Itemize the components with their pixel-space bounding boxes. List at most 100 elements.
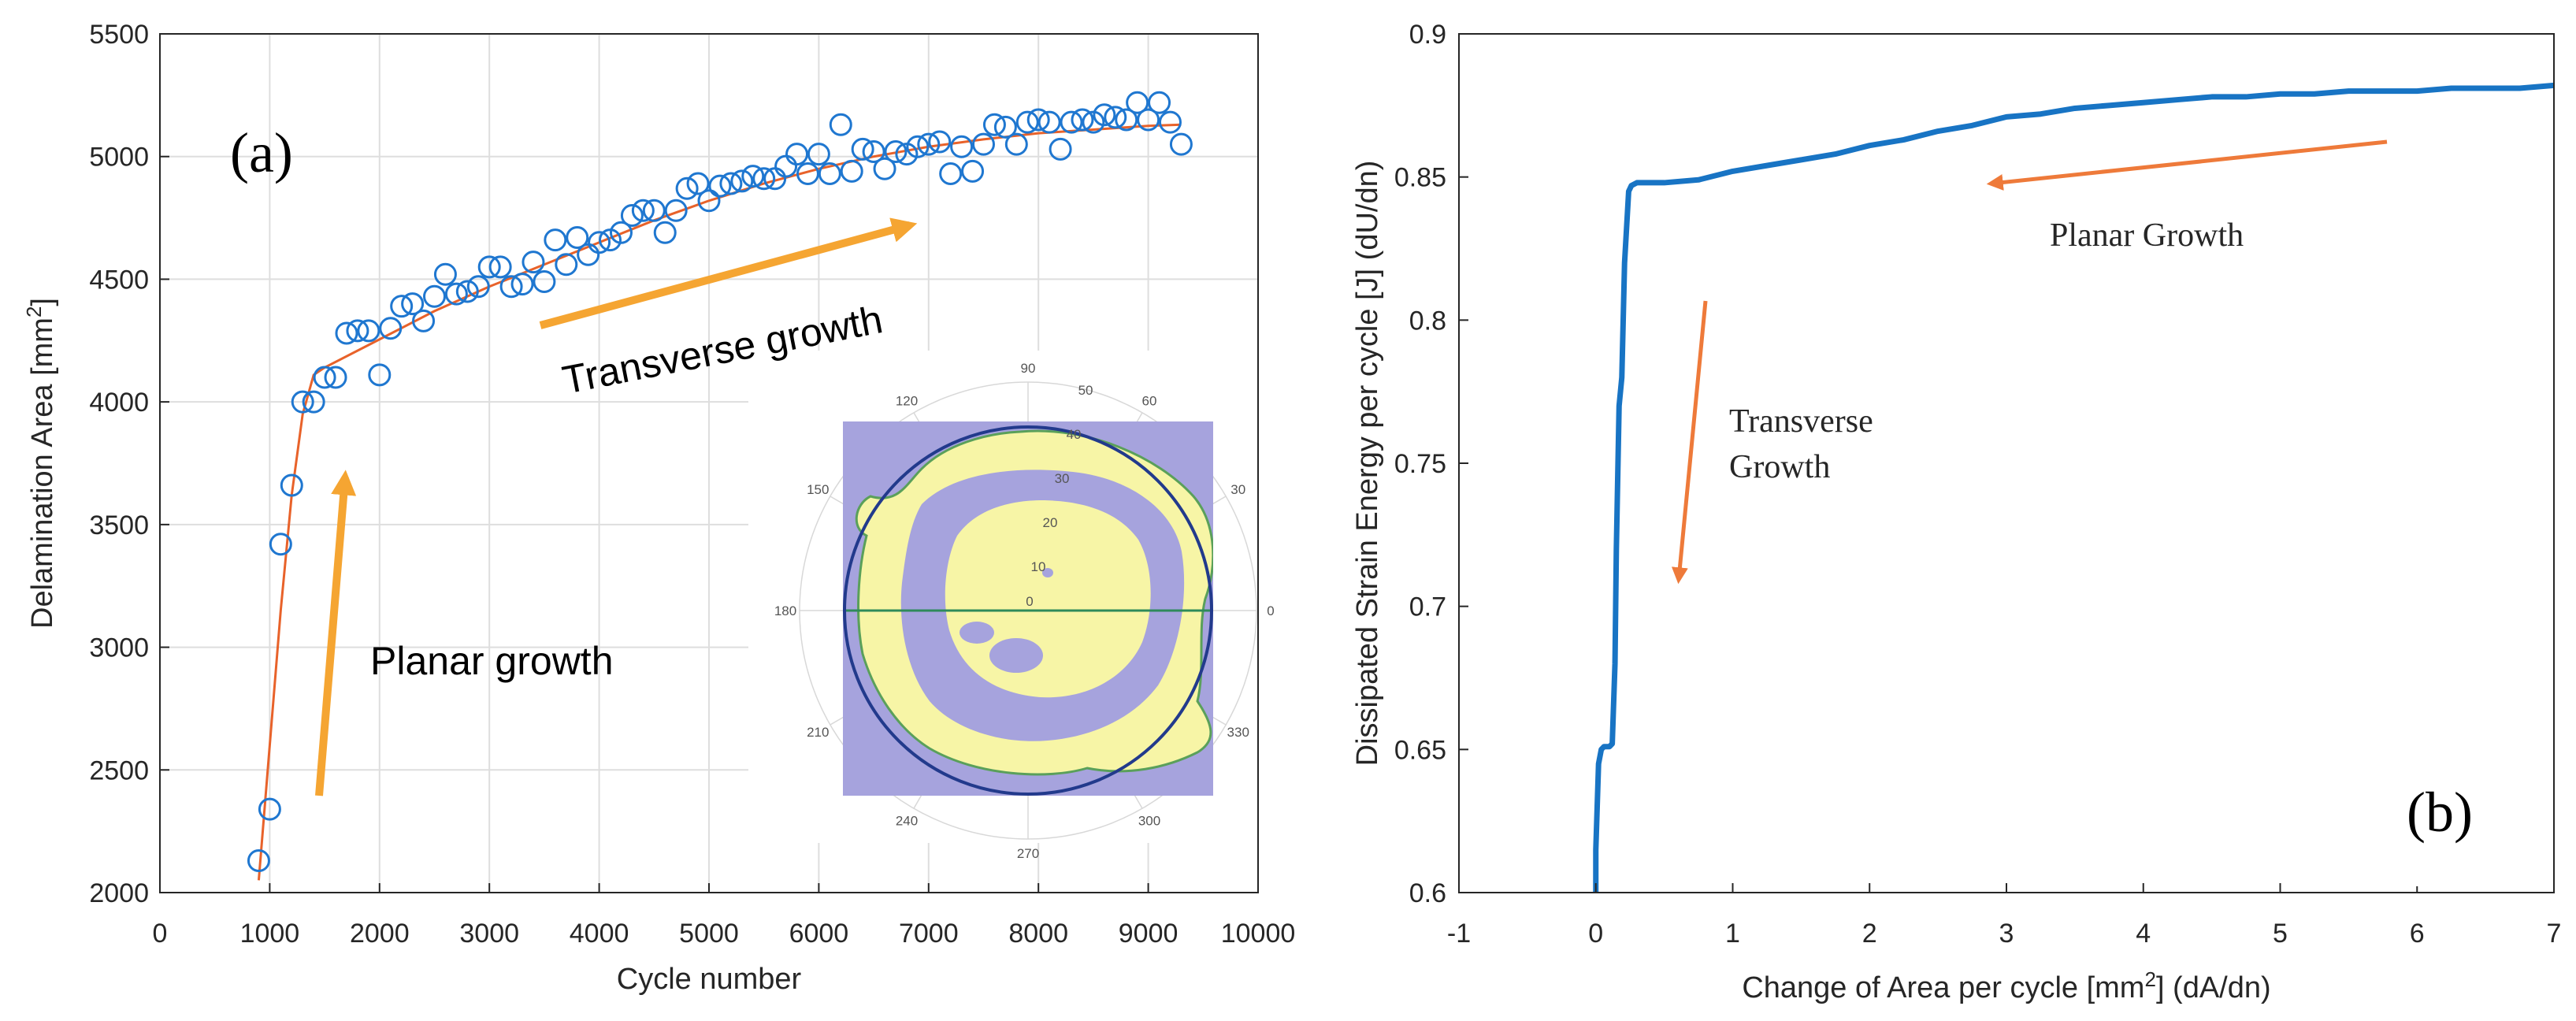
data-point xyxy=(1071,108,1094,132)
data-point xyxy=(752,167,776,191)
polar-radius-label: 50 xyxy=(1078,383,1093,398)
data-point xyxy=(555,253,578,277)
y-tick-label: 4000 xyxy=(89,388,149,418)
data-point xyxy=(993,115,1017,139)
data-point xyxy=(686,172,710,195)
data-point xyxy=(455,280,479,303)
data-point xyxy=(829,113,852,136)
x-tick-label: 9000 xyxy=(1119,919,1179,949)
y-axis-label-b: Dissipated Strain Energy per cycle [J] (… xyxy=(1351,161,1384,767)
planar-growth-label: Planar Growth xyxy=(2050,217,2244,254)
planar-growth-arrow xyxy=(315,470,357,796)
data-point xyxy=(917,132,941,156)
polar-angle-label: 150 xyxy=(807,482,829,497)
y-tick-label: 0.8 xyxy=(1409,306,1446,336)
polar-angle-label: 60 xyxy=(1142,393,1157,408)
x-tick-label: 3 xyxy=(1999,919,2014,949)
data-point xyxy=(862,139,885,163)
data-point xyxy=(466,275,490,299)
transverse-growth-label-line1: Transverse xyxy=(1729,403,1873,440)
x-tick-label: 2 xyxy=(1862,919,1877,949)
data-point xyxy=(928,130,952,154)
data-point xyxy=(1137,108,1160,132)
x-tick-label: 5 xyxy=(2273,919,2288,949)
data-point xyxy=(401,292,425,316)
data-point xyxy=(664,199,688,222)
planar-growth-label: Planar growth xyxy=(370,639,614,683)
delamination-spot xyxy=(989,638,1043,673)
data-point xyxy=(609,221,633,244)
x-tick-label: 0 xyxy=(1588,919,1603,949)
y-tick-label: 0.9 xyxy=(1409,20,1446,50)
data-point xyxy=(807,143,830,166)
data-point xyxy=(840,159,863,183)
polar-angle-label: 30 xyxy=(1230,482,1245,497)
data-point xyxy=(675,176,699,200)
x-tick-label: 4000 xyxy=(570,919,629,949)
x-tick-label: 2000 xyxy=(350,919,410,949)
data-point xyxy=(291,390,314,414)
data-point xyxy=(1004,132,1028,156)
data-point xyxy=(280,473,303,497)
x-tick-label: 0 xyxy=(153,919,168,949)
data-point xyxy=(488,255,512,279)
data-point xyxy=(1148,91,1171,114)
polar-inset: 9060300330300270240210180150120102030405… xyxy=(748,351,1292,861)
data-point xyxy=(412,309,436,332)
x-tick-label: 5000 xyxy=(679,919,739,949)
panel-label-b-backdrop xyxy=(2359,729,2548,886)
chart-a: 9060300330300270240210180150120102030405… xyxy=(22,20,1295,996)
data-point xyxy=(1126,91,1149,114)
x-tick-label: 7000 xyxy=(899,919,959,949)
transverse-growth-arrow xyxy=(539,217,918,329)
data-point xyxy=(346,319,369,343)
polar-angle-label: 120 xyxy=(896,393,918,408)
data-point xyxy=(1169,132,1193,156)
data-point xyxy=(1026,108,1050,132)
panel-label-a: (a) xyxy=(230,121,293,184)
data-point xyxy=(324,366,347,389)
polar-angle-label: 240 xyxy=(896,814,918,829)
data-point xyxy=(972,132,995,156)
data-point xyxy=(477,255,501,279)
data-point xyxy=(302,390,325,414)
data-point xyxy=(1115,108,1138,132)
data-point xyxy=(884,139,908,163)
y-tick-label: 0.6 xyxy=(1409,878,1446,908)
x-tick-label: 3000 xyxy=(459,919,519,949)
data-point xyxy=(258,797,281,821)
data-point xyxy=(588,231,611,254)
data-point xyxy=(390,295,414,318)
data-point xyxy=(719,172,743,195)
data-point xyxy=(522,251,545,274)
x-tick-label: 7 xyxy=(2547,919,2562,949)
y-tick-label: 5500 xyxy=(89,20,149,50)
data-point xyxy=(313,366,336,389)
data-point xyxy=(1060,110,1083,134)
data-point xyxy=(444,282,468,306)
x-axis-label-a: Cycle number xyxy=(617,963,802,996)
energy-curve xyxy=(1593,82,2555,893)
delamination-inner-band xyxy=(900,470,1185,741)
data-point xyxy=(620,203,644,227)
data-point xyxy=(851,137,874,161)
data-point xyxy=(818,162,841,186)
data-point xyxy=(939,162,963,186)
panel-label-b: (b) xyxy=(2407,781,2473,844)
x-tick-label: -1 xyxy=(1447,919,1471,949)
y-tick-label: 2000 xyxy=(89,878,149,908)
polar-angle-label: 180 xyxy=(774,603,796,618)
data-point xyxy=(566,225,589,249)
y-tick-label: 3000 xyxy=(89,633,149,663)
data-point xyxy=(433,262,457,286)
data-point xyxy=(642,199,666,222)
polar-angle-label: 300 xyxy=(1138,814,1160,829)
y-tick-label: 0.85 xyxy=(1394,163,1446,193)
polar-angle-label: 90 xyxy=(1021,361,1036,376)
data-point xyxy=(1093,103,1116,127)
y-tick-label: 5000 xyxy=(89,143,149,173)
data-point xyxy=(247,849,270,873)
data-point xyxy=(982,113,1006,136)
polar-radius-label: 40 xyxy=(1067,427,1082,442)
